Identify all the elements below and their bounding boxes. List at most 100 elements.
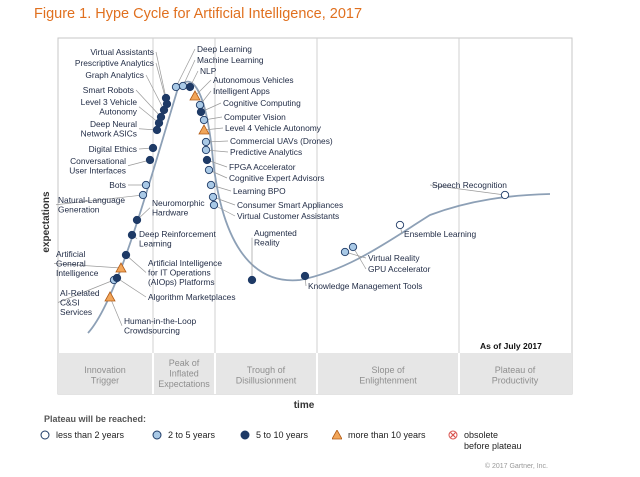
- label-digital-ethics: Digital Ethics: [89, 144, 137, 154]
- legend-symbol-gt10: [332, 430, 342, 440]
- legend-label-2to5: 2 to 5 years: [168, 430, 216, 440]
- marker-autonomous-vehicles: [189, 90, 201, 101]
- leader-artificial-general-intelligence: [53, 263, 122, 269]
- label-cognitive-computing: Cognitive Computing: [223, 98, 301, 108]
- legend-symbol-5to10: [240, 430, 250, 440]
- marker-digital-ethics: [148, 143, 158, 153]
- label-computer-vision: Computer Vision: [224, 112, 286, 122]
- figure-title: Figure 1. Hype Cycle for Artificial Inte…: [34, 6, 363, 22]
- marker-fpga-accelerator: [202, 155, 212, 165]
- leader-gpu-accelerator: [352, 246, 367, 270]
- label-intelligent-apps: Intelligent Apps: [213, 86, 270, 96]
- marker-level-3-vehicle-autonomy: [154, 118, 164, 128]
- label-nlp: NLP: [200, 66, 217, 76]
- leader-machine-learning: [182, 59, 196, 87]
- marker-graph-analytics: [159, 105, 169, 115]
- phase-label-slope-of-enlightenment: Slope of Enlightenment: [359, 365, 417, 386]
- label-augmented-reality: Augmented Reality: [254, 228, 297, 248]
- marker-nlp: [185, 82, 195, 92]
- marker-gpu-accelerator: [348, 242, 358, 252]
- leader-artificial-intelligence-for-it-operations-aiops-platforms: [125, 254, 147, 273]
- legend: Plateau will be reached: less than 2 yea…: [40, 414, 600, 466]
- label-fpga-accelerator: FPGA Accelerator: [229, 162, 296, 172]
- label-smart-robots: Smart Robots: [83, 85, 134, 95]
- label-graph-analytics: Graph Analytics: [85, 70, 144, 80]
- marker-ensemble-learning: [395, 220, 405, 230]
- label-artificial-general-intelligence: Artificial General Intelligence: [56, 249, 99, 278]
- label-algorithm-marketplaces: Algorithm Marketplaces: [148, 292, 236, 302]
- leader-level-4-vehicle-autonomy: [203, 127, 224, 131]
- legend-title: Plateau will be reached:: [44, 414, 147, 424]
- marker-cognitive-computing: [196, 107, 206, 117]
- phase-band-dividers: [152, 353, 460, 394]
- label-level-3-vehicle-autonomy: Level 3 Vehicle Autonomy: [81, 97, 138, 117]
- phase-label-peak-of-inflated-expectations: Peak of Inflated Expectations: [158, 358, 210, 389]
- marker-consumer-smart-appliances: [208, 192, 218, 202]
- label-bots: Bots: [109, 180, 126, 190]
- leader-deep-learning: [175, 48, 196, 88]
- label-commercial-uavs-drones: Commercial UAVs (Drones): [230, 136, 333, 146]
- marker-speech-recognition: [500, 190, 510, 200]
- marker-computer-vision: [199, 115, 209, 125]
- marker-human-in-the-loop-crowdsourcing: [104, 291, 116, 302]
- label-artificial-intelligence-for-it-operations-aiops-platforms: Artificial Intelligence for IT Operations…: [148, 258, 222, 287]
- label-virtual-customer-assistants: Virtual Customer Assistants: [237, 211, 339, 221]
- label-deep-learning: Deep Learning: [197, 44, 252, 54]
- label-ensemble-learning: Ensemble Learning: [404, 229, 477, 239]
- as-of-note: As of July 2017: [480, 341, 542, 351]
- leader-human-in-the-loop-crowdsourcing: [109, 296, 123, 326]
- label-ai-related-c-si-services: AI-Related C&SI Services: [60, 288, 100, 317]
- x-axis-label: time: [294, 400, 315, 411]
- legend-item-5to10: 5 to 10 years: [240, 430, 308, 441]
- label-speech-recognition: Speech Recognition: [432, 180, 507, 190]
- label-virtual-assistants: Virtual Assistants: [90, 47, 154, 57]
- phase-band: [58, 353, 572, 394]
- marker-bots: [141, 180, 151, 190]
- label-machine-learning: Machine Learning: [197, 55, 264, 65]
- legend-symbol-obs: [448, 430, 458, 440]
- label-predictive-analytics: Predictive Analytics: [230, 147, 302, 157]
- phase-dividers: [152, 38, 460, 394]
- marker-neuromorphic-hardware: [132, 215, 142, 225]
- legend-item-2to5: 2 to 5 years: [152, 430, 215, 441]
- legend-symbol-2to5: [152, 430, 162, 440]
- leader-speech-recognition: [429, 184, 506, 196]
- marker-machine-learning: [178, 81, 188, 91]
- label-level-4-vehicle-autonomy: Level 4 Vehicle Autonomy: [225, 123, 322, 133]
- copyright-notice: © 2017 Gartner, Inc.: [484, 463, 548, 470]
- markers: [104, 81, 510, 302]
- phase-label-plateau-of-productivity: Plateau of Productivity: [492, 365, 539, 386]
- phase-labels: Innovation Trigger Peak of Inflated Expectat…: [84, 358, 539, 389]
- marker-natural-language-generation: [138, 190, 148, 200]
- marker-virtual-customer-assistants: [209, 200, 219, 210]
- label-natural-language-generation: Natural-Language Generation: [58, 195, 125, 215]
- label-deep-neural-network-asics: Deep Neural Network ASICs: [81, 119, 137, 139]
- marker-level-4-vehicle-autonomy: [198, 124, 210, 135]
- hype-curve: [87, 80, 551, 334]
- leader-ai-related-c-si-services: [57, 279, 115, 303]
- marker-algorithm-marketplaces: [112, 273, 122, 283]
- leader-autonomous-vehicles: [194, 79, 212, 97]
- label-knowledge-management-tools: Knowledge Management Tools: [308, 281, 422, 291]
- leader-virtual-assistants: [155, 51, 167, 99]
- leader-level-3-vehicle-autonomy: [138, 106, 160, 124]
- marker-artificial-general-intelligence: [115, 262, 127, 273]
- label-deep-reinforcement-learning: Deep Reinforcement Learning: [139, 229, 216, 249]
- marker-conversational-user-interfaces: [145, 155, 155, 165]
- leader-natural-language-generation: [55, 194, 144, 206]
- label-human-in-the-loop-crowdsourcing: Human-in-the-Loop Crowdsourcing: [124, 316, 196, 336]
- marker-commercial-uavs-drones: [201, 137, 211, 147]
- label-neuromorphic-hardware: Neuromorphic Hardware: [152, 198, 205, 218]
- marker-augmented-reality: [247, 275, 257, 285]
- label-virtual-reality: Virtual Reality: [368, 253, 420, 263]
- label-cognitive-expert-advisors: Cognitive Expert Advisors: [229, 173, 324, 183]
- marker-deep-learning: [171, 82, 181, 92]
- legend-symbol-lt2: [40, 430, 50, 440]
- label-gpu-accelerator: GPU Accelerator: [368, 264, 431, 274]
- legend-label-lt2: less than 2 years: [56, 430, 125, 440]
- label-prescriptive-analytics: Prescriptive Analytics: [75, 58, 154, 68]
- marker-cognitive-expert-advisors: [204, 165, 214, 175]
- marker-artificial-intelligence-for-it-operations-aiops-platforms: [121, 250, 131, 260]
- label-learning-bpo: Learning BPO: [233, 186, 286, 196]
